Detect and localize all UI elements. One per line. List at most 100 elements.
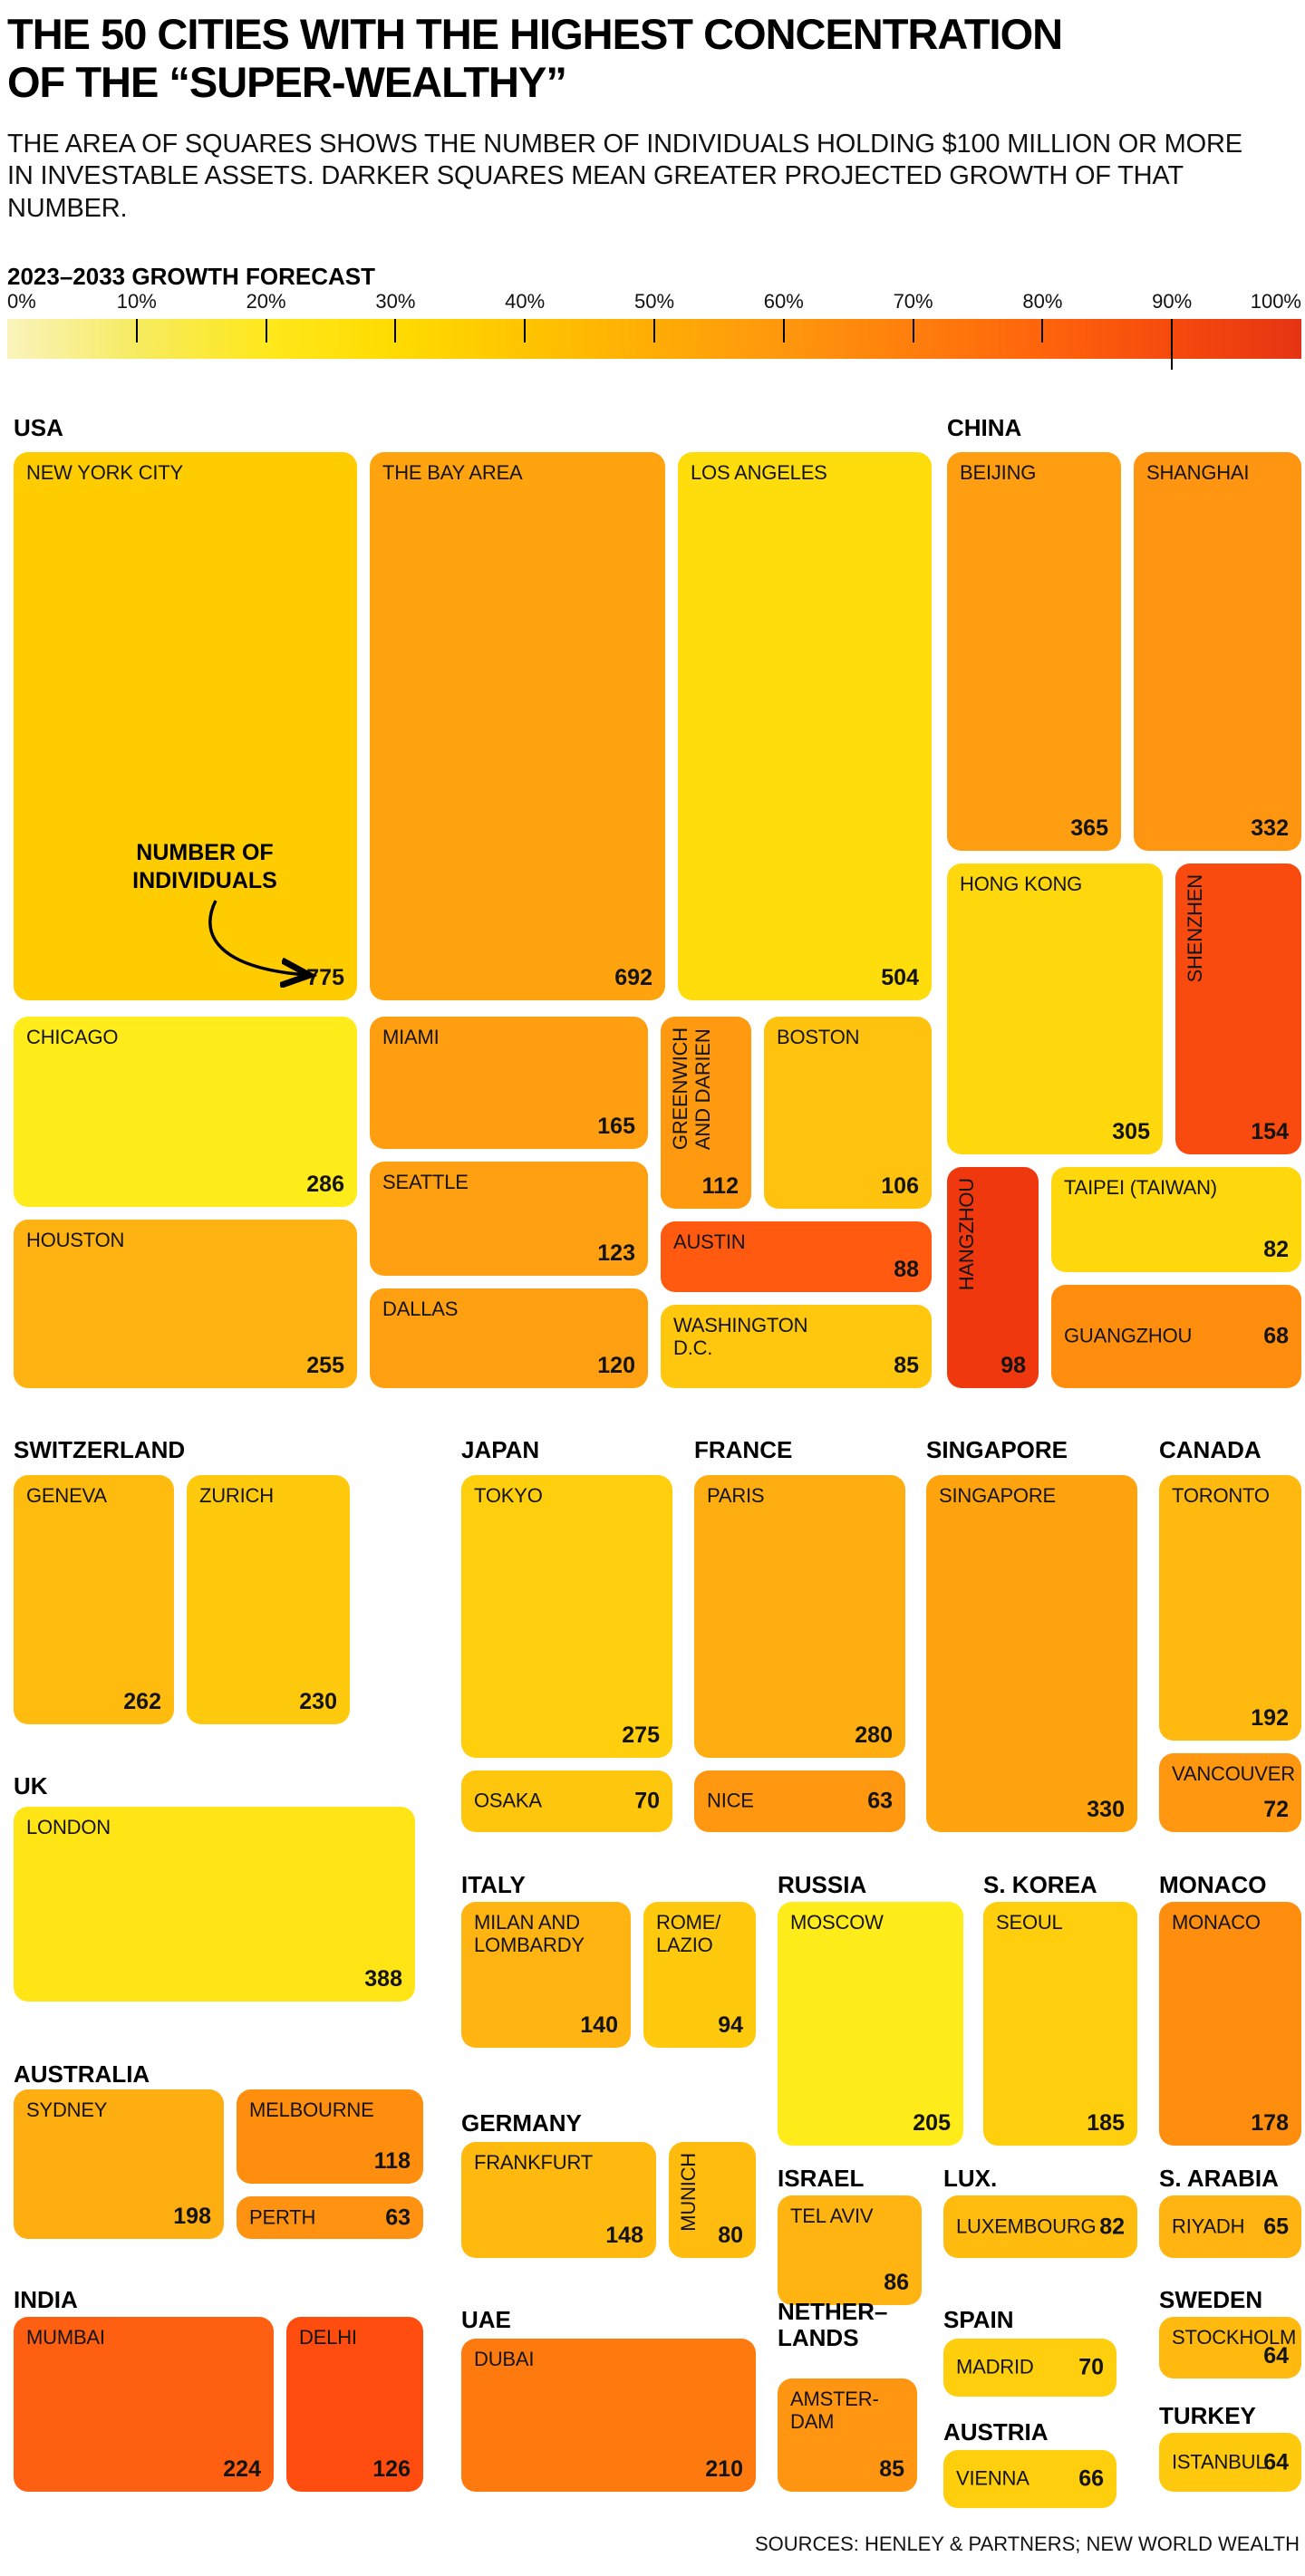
city-name-label: PERTH <box>249 2205 316 2229</box>
city-value-label: 332 <box>1251 815 1289 841</box>
city-dubai: DUBAI 210 <box>461 2339 756 2492</box>
section-label-spain: SPAIN <box>943 2306 1014 2333</box>
city-name-label: TEL AVIV <box>790 2205 874 2227</box>
city-hong-kong: HONG KONG 305 <box>947 863 1163 1154</box>
city-name-label: LUXEMBOURG <box>956 2214 1097 2238</box>
city-value-label: 80 <box>718 2223 743 2248</box>
city-name-label: OSAKA <box>474 1789 542 1812</box>
city-name-label: MUNICH <box>677 2153 700 2232</box>
city-greenwich-and-darien: GREENWICH AND DARIEN 112 <box>661 1017 751 1209</box>
city-name-label: ROME/ LAZIO <box>656 1911 721 1956</box>
city-name-label: WASHINGTON D.C. <box>673 1314 808 1359</box>
city-value-label: 255 <box>306 1353 344 1378</box>
city-name-label: STOCKHOLM <box>1172 2326 1297 2349</box>
section-label-nether-lands: NETHER– LANDS <box>778 2298 888 2351</box>
city-value-label: 692 <box>614 965 652 990</box>
city-value-label: 123 <box>597 1240 635 1266</box>
section-label-monaco: MONACO <box>1159 1871 1267 1898</box>
city-riyadh: RIYADH 65 <box>1159 2195 1301 2258</box>
city-value-label: 85 <box>879 2456 904 2482</box>
city-value-label: 94 <box>718 2012 743 2038</box>
city-name-label: TAIPEI (TAIWAN) <box>1064 1176 1217 1199</box>
city-new-york-city: NEW YORK CITY 775 <box>14 452 357 1000</box>
city-name-label: HONG KONG <box>960 873 1083 895</box>
city-name-label: MUMBAI <box>26 2326 105 2349</box>
section-label-singapore: SINGAPORE <box>926 1436 1068 1463</box>
city-name-label: SYDNEY <box>26 2098 108 2121</box>
city-name-label: MELBOURNE <box>249 2098 374 2121</box>
section-label-russia: RUSSIA <box>778 1871 867 1898</box>
city-value-label: 72 <box>1263 1797 1289 1822</box>
legend-tick-50: 50% <box>633 290 675 313</box>
legend-tick-70: 70% <box>893 290 933 313</box>
city-value-label: 68 <box>1263 1323 1289 1349</box>
city-value-label: 148 <box>605 2223 643 2248</box>
section-label-israel: ISRAEL <box>778 2165 865 2192</box>
city-value-label: 82 <box>1099 2214 1125 2239</box>
city-name-label: MIAMI <box>382 1026 440 1048</box>
city-value-label: 98 <box>1000 1353 1026 1378</box>
legend-tick-90: 90% <box>1152 290 1193 313</box>
city-name-label: HANGZHOU <box>955 1178 978 1291</box>
city-value-label: 64 <box>1263 2343 1289 2369</box>
section-label-canada: CANADA <box>1159 1436 1262 1463</box>
section-label-germany: GERMANY <box>461 2109 582 2137</box>
section-label-australia: AUSTRALIA <box>14 2060 150 2088</box>
city-value-label: 185 <box>1087 2110 1125 2136</box>
page-subtitle: THE AREA OF SQUARES SHOWS THE NUMBER OF … <box>7 130 1242 223</box>
city-luxembourg: LUXEMBOURG 82 <box>943 2195 1137 2258</box>
city-name-label: NICE <box>707 1789 754 1812</box>
city-value-label: 82 <box>1263 1237 1289 1262</box>
section-label-s-korea: S. KOREA <box>983 1871 1097 1898</box>
city-vienna: VIENNA 66 <box>943 2450 1116 2508</box>
city-name-label: GUANGZHOU <box>1064 1324 1193 1347</box>
section-label-turkey: TURKEY <box>1159 2402 1256 2429</box>
annotation-arrow-icon <box>208 900 335 988</box>
city-paris: PARIS 280 <box>694 1475 905 1758</box>
city-name-label: BOSTON <box>777 1026 860 1048</box>
city-value-label: 70 <box>1078 2354 1104 2380</box>
city-name-label: MILAN AND LOMBARDY <box>474 1911 585 1956</box>
city-value-label: 230 <box>299 1689 337 1714</box>
city-beijing: BEIJING 365 <box>947 452 1121 851</box>
city-value-label: 106 <box>881 1173 919 1199</box>
city-value-label: 504 <box>881 965 919 990</box>
city-name-label: AUSTIN <box>673 1230 746 1253</box>
city-tokyo: TOKYO 275 <box>461 1475 672 1758</box>
city-name-label: GENEVA <box>26 1484 107 1507</box>
city-name-label: FRANKFURT <box>474 2151 594 2174</box>
city-name-label: LONDON <box>26 1816 111 1838</box>
city-amster-dam: AMSTER- DAM 85 <box>778 2378 917 2492</box>
city-madrid: MADRID 70 <box>943 2339 1116 2397</box>
city-value-label: 63 <box>867 1788 893 1814</box>
city-shanghai: SHANGHAI 332 <box>1134 452 1301 851</box>
city-value-label: 275 <box>622 1722 660 1748</box>
city-dallas: DALLAS 120 <box>370 1288 648 1388</box>
section-label-india: INDIA <box>14 2286 78 2313</box>
city-name-label: ISTANBUL <box>1172 2450 1267 2474</box>
city-value-label: 120 <box>597 1353 635 1378</box>
city-value-label: 280 <box>855 1722 893 1748</box>
city-value-label: 85 <box>894 1353 919 1378</box>
city-value-label: 66 <box>1078 2465 1104 2492</box>
city-boston: BOSTON 106 <box>764 1017 932 1209</box>
city-melbourne: MELBOURNE 118 <box>237 2089 423 2184</box>
annotation-number-of-individuals: NUMBER OF INDIVIDUALS <box>132 840 277 894</box>
city-name-label: TOKYO <box>474 1484 543 1507</box>
legend-tick-mark <box>653 319 655 343</box>
city-value-label: 192 <box>1251 1705 1289 1731</box>
city-delhi: DELHI 126 <box>286 2317 423 2492</box>
city-name-label: GREENWICH AND DARIEN <box>669 1028 714 1151</box>
city-stockholm: STOCKHOLM 64 <box>1159 2317 1301 2378</box>
section-label-usa: USA <box>14 414 63 441</box>
legend-tick-40: 40% <box>505 290 546 313</box>
city-los-angeles: LOS ANGELES 504 <box>678 452 932 1000</box>
city-guangzhou: GUANGZHOU 68 <box>1051 1285 1301 1388</box>
city-value-label: 154 <box>1251 1119 1289 1144</box>
city-nice: NICE 63 <box>694 1770 905 1832</box>
city-hangzhou: HANGZHOU 98 <box>947 1167 1039 1388</box>
city-name-label: DUBAI <box>474 2348 535 2370</box>
legend-tick-mark <box>265 319 267 343</box>
legend-tick-100: 100% <box>1250 290 1301 313</box>
